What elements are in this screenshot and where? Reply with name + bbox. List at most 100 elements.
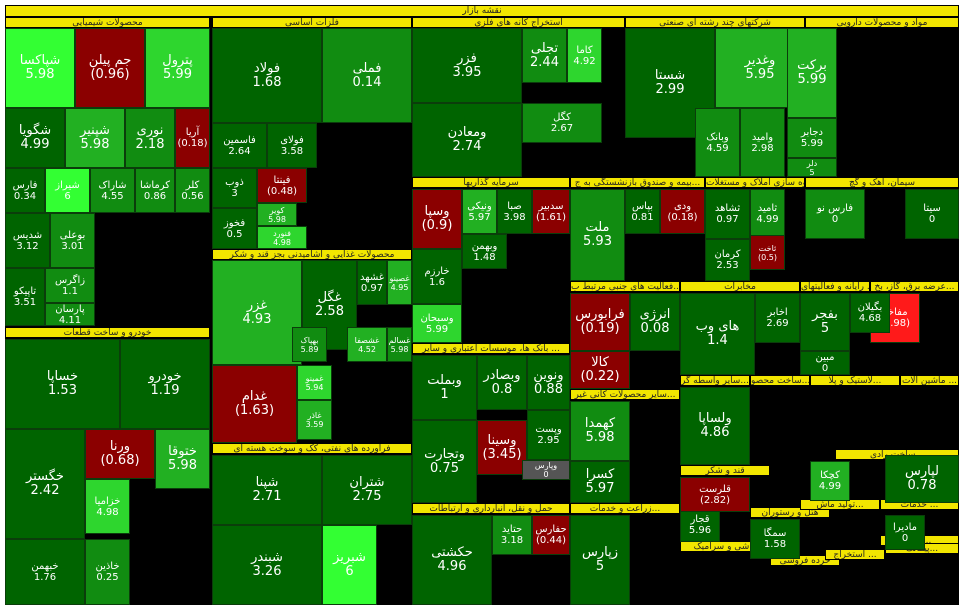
stock-tile[interactable]: حفارس (0.44): [532, 515, 570, 555]
stock-tile[interactable]: کچکا 4.99: [810, 461, 850, 501]
stock-tile[interactable]: صبا 3.98: [497, 189, 532, 234]
stock-tile[interactable]: وبهمن 1.48: [462, 234, 507, 269]
stock-tile[interactable]: فارس نو 0: [805, 189, 865, 239]
stock-tile[interactable]: شیراز 6: [45, 168, 90, 213]
stock-tile[interactable]: آریا (0.18): [175, 108, 210, 168]
stock-tile[interactable]: کرماشا 0.86: [135, 168, 175, 213]
stock-tile[interactable]: بوعلی 3.01: [50, 213, 95, 268]
stock-tile[interactable]: جم پیلن (0.96): [75, 28, 145, 108]
stock-tile[interactable]: زاگرس 1.1: [45, 268, 95, 303]
stock-tile[interactable]: خبهمن 1.76: [5, 539, 85, 605]
stock-tile[interactable]: شپنیر 5.98: [65, 108, 125, 168]
stock-tile[interactable]: نوری 2.18: [125, 108, 175, 168]
stock-tile[interactable]: فنورد 4.98: [257, 226, 307, 249]
stock-tile[interactable]: ملت 5.93: [570, 189, 625, 281]
stock-tile[interactable]: غدام (1.63): [212, 365, 297, 443]
stock-tile[interactable]: برکت 5.99: [787, 28, 837, 118]
stock-tile[interactable]: قجار 5.96: [680, 507, 720, 542]
stock-tile[interactable]: بهپاک 5.89: [292, 327, 327, 362]
stock-tile[interactable]: وامید 2.98: [740, 108, 785, 177]
stock-tile[interactable]: کهمدا 5.98: [570, 401, 630, 461]
stock-tile[interactable]: وبصادر 0.8: [477, 355, 527, 410]
stock-tile[interactable]: کویر 5.98: [257, 203, 297, 226]
stock-tile[interactable]: فارس 0.34: [5, 168, 45, 213]
stock-tile[interactable]: تجلی 2.44: [522, 28, 567, 83]
stock-tile[interactable]: ونوین 0.88: [527, 355, 570, 410]
stock-tile[interactable]: شگویا 4.99: [5, 108, 65, 168]
stock-tile[interactable]: شبریز 6: [322, 525, 377, 605]
stock-tile[interactable]: خگستر 2.42: [5, 429, 85, 539]
stock-tile[interactable]: وبملت 1: [412, 355, 477, 420]
stock-tile[interactable]: حتاید 3.18: [492, 515, 532, 555]
stock-tile[interactable]: غزر 4.93: [212, 260, 302, 365]
stock-tile[interactable]: سدبیر (1.61): [532, 189, 570, 234]
stock-tile[interactable]: خاذین 0.25: [85, 539, 130, 605]
stock-tile[interactable]: مادیرا 0: [885, 515, 925, 550]
stock-tile[interactable]: فاسمین 2.64: [212, 123, 267, 168]
stock-tile[interactable]: ثاخت (0.5): [750, 235, 785, 270]
stock-tile[interactable]: شپنا 2.71: [212, 455, 322, 525]
stock-tile[interactable]: غصینو 4.95: [387, 260, 412, 305]
stock-tile[interactable]: ورنا (0.68): [85, 429, 155, 479]
stock-tile[interactable]: پارسان 4.11: [45, 303, 95, 326]
stock-tile[interactable]: شپاکسا 5.98: [5, 28, 75, 108]
stock-tile[interactable]: مبین 0: [800, 351, 850, 375]
stock-tile[interactable]: اخابر 2.69: [755, 293, 800, 343]
stock-tile[interactable]: فینتا (0.48): [257, 168, 307, 203]
stock-tile[interactable]: های وب 1.4: [680, 293, 755, 375]
stock-tile[interactable]: ولساپا 4.86: [680, 387, 750, 465]
stock-tile[interactable]: شتران 2.75: [322, 455, 412, 525]
stock-tile[interactable]: فولاد 1.68: [212, 28, 322, 123]
stock-tile[interactable]: خارزم 1.6: [412, 249, 462, 304]
stock-tile[interactable]: لپارس 0.78: [885, 455, 959, 503]
stock-tile[interactable]: قلرست (2.82): [680, 477, 750, 512]
stock-tile[interactable]: تاپیکو 3.51: [5, 268, 45, 326]
stock-tile[interactable]: شاراک 4.55: [90, 168, 135, 213]
stock-tile[interactable]: فخوز 0.5: [212, 208, 257, 249]
stock-tile[interactable]: فملی 0.14: [322, 28, 412, 123]
stock-tile[interactable]: کسرا 5.97: [570, 461, 630, 503]
stock-tile[interactable]: خزامیا 4.98: [85, 479, 130, 534]
stock-tile[interactable]: غمینو 5.94: [297, 365, 332, 400]
stock-tile[interactable]: سمگا 1.58: [750, 519, 800, 559]
stock-tile[interactable]: وسینا (3.45): [477, 420, 527, 475]
stock-tile[interactable]: وتجارت 0.75: [412, 420, 477, 503]
stock-tile[interactable]: سیتا 0: [905, 189, 959, 239]
stock-tile[interactable]: کاما 4.92: [567, 28, 602, 83]
stock-tile[interactable]: حکشتی 4.96: [412, 515, 492, 605]
stock-tile[interactable]: وبانک 4.59: [695, 108, 740, 177]
stock-tile[interactable]: شبندر 3.26: [212, 525, 322, 605]
stock-tile[interactable]: ومعادن 2.74: [412, 103, 522, 177]
stock-tile[interactable]: ثامید 4.99: [750, 189, 785, 239]
stock-tile[interactable]: ونیکی 5.97: [462, 189, 497, 234]
stock-tile[interactable]: انرژی 0.08: [630, 293, 680, 351]
stock-tile[interactable]: ثشاهد 0.97: [705, 189, 750, 239]
stock-tile[interactable]: ذوب 3: [212, 168, 257, 208]
stock-tile[interactable]: بگیلان 4.68: [850, 293, 890, 333]
stock-tile[interactable]: فرابورس (0.19): [570, 293, 630, 351]
stock-tile[interactable]: کرمان 2.53: [705, 239, 750, 281]
stock-tile[interactable]: وپست 2.95: [527, 410, 570, 460]
stock-tile[interactable]: خودرو 1.19: [120, 339, 210, 429]
stock-tile[interactable]: خساپا 1.53: [5, 339, 120, 429]
stock-tile[interactable]: وسبحان 5.99: [412, 304, 462, 343]
stock-tile[interactable]: بپاس 0.81: [625, 189, 660, 234]
stock-tile[interactable]: دجابر 5.99: [787, 118, 837, 158]
stock-tile[interactable]: وسپا (0.9): [412, 189, 462, 249]
stock-tile[interactable]: شدیس 3.12: [5, 213, 50, 268]
stock-tile[interactable]: کالا (0.22): [570, 351, 630, 389]
stock-tile[interactable]: وپارس 0: [522, 460, 570, 480]
stock-tile[interactable]: بفجر 5: [800, 293, 850, 351]
stock-tile[interactable]: ودی (0.18): [660, 189, 705, 234]
stock-tile[interactable]: دلر 5: [787, 158, 837, 177]
stock-tile[interactable]: فولای 3.58: [267, 123, 317, 168]
stock-tile[interactable]: غشصفا 4.52: [347, 327, 387, 362]
stock-tile[interactable]: فزر 3.95: [412, 28, 522, 103]
stock-tile[interactable]: غاذر 3.59: [297, 400, 332, 440]
stock-tile[interactable]: غشهد 0.97: [357, 260, 387, 305]
stock-tile[interactable]: کلر 0.56: [175, 168, 210, 213]
stock-tile[interactable]: کگل 2.67: [522, 103, 602, 143]
stock-tile[interactable]: پترول 5.99: [145, 28, 210, 108]
stock-tile[interactable]: غسالم 5.98: [387, 327, 412, 362]
stock-tile[interactable]: زپارس 5: [570, 515, 630, 605]
